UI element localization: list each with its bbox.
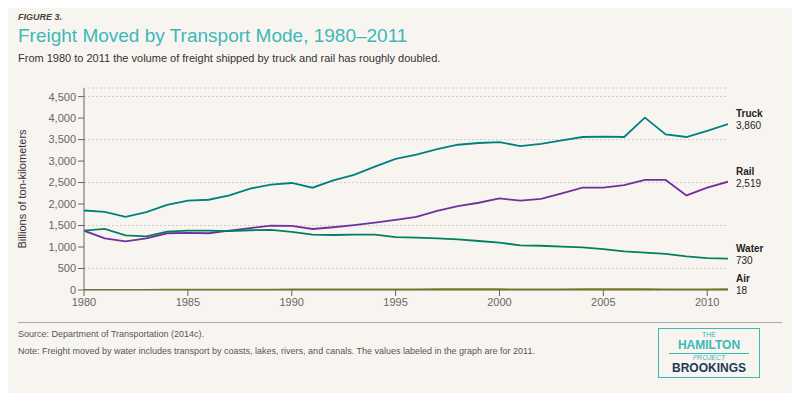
html-text:From 1980 to 2011 the volume o: From 1980 to 2011 the volume of freight …: [18, 52, 441, 64]
svg-text:2000: 2000: [487, 296, 511, 308]
svg-text:2,500: 2,500: [48, 176, 76, 188]
html-text:Source: Department of Transpor: Source: Department of Transportation (20…: [18, 329, 205, 339]
svg-text:0: 0: [70, 284, 76, 296]
html-text:Freight Moved by Transport Mod: Freight Moved by Transport Mode, 1980–20…: [18, 25, 408, 46]
svg-text:4,000: 4,000: [48, 112, 76, 124]
svg-text:1985: 1985: [176, 296, 200, 308]
svg-text:1,500: 1,500: [48, 219, 76, 231]
html-text:FIGURE 3.: FIGURE 3.: [18, 12, 62, 22]
svg-text:1980: 1980: [72, 296, 96, 308]
html-text:THE: THE: [702, 331, 716, 338]
svg-text:2005: 2005: [591, 296, 615, 308]
svg-text:3,500: 3,500: [48, 133, 76, 145]
html-text:HAMILTON: HAMILTON: [677, 337, 741, 352]
svg-text:1990: 1990: [279, 296, 303, 308]
svg-text:2,519: 2,519: [736, 178, 761, 189]
svg-text:2,000: 2,000: [48, 198, 76, 210]
html-text:PROJECT: PROJECT: [692, 353, 726, 361]
svg-text:1995: 1995: [383, 296, 407, 308]
svg-text:Rail: Rail: [736, 166, 755, 177]
svg-text:1,000: 1,000: [48, 241, 76, 253]
html-text:BROOKINGS: BROOKINGS: [672, 360, 746, 375]
html-text:Note: Freight moved by water i: Note: Freight moved by water includes tr…: [18, 346, 535, 356]
svg-text:3,860: 3,860: [736, 120, 761, 131]
svg-text:Air: Air: [736, 273, 750, 284]
svg-text:500: 500: [58, 262, 76, 274]
svg-text:730: 730: [736, 255, 753, 266]
svg-text:4,500: 4,500: [48, 91, 76, 103]
svg-text:18: 18: [736, 285, 748, 296]
svg-text:Billions of ton-kilometers: Billions of ton-kilometers: [16, 129, 28, 249]
svg-text:2010: 2010: [695, 296, 719, 308]
svg-text:3,000: 3,000: [48, 155, 76, 167]
svg-text:Truck: Truck: [736, 108, 763, 119]
svg-text:Water: Water: [736, 243, 764, 254]
